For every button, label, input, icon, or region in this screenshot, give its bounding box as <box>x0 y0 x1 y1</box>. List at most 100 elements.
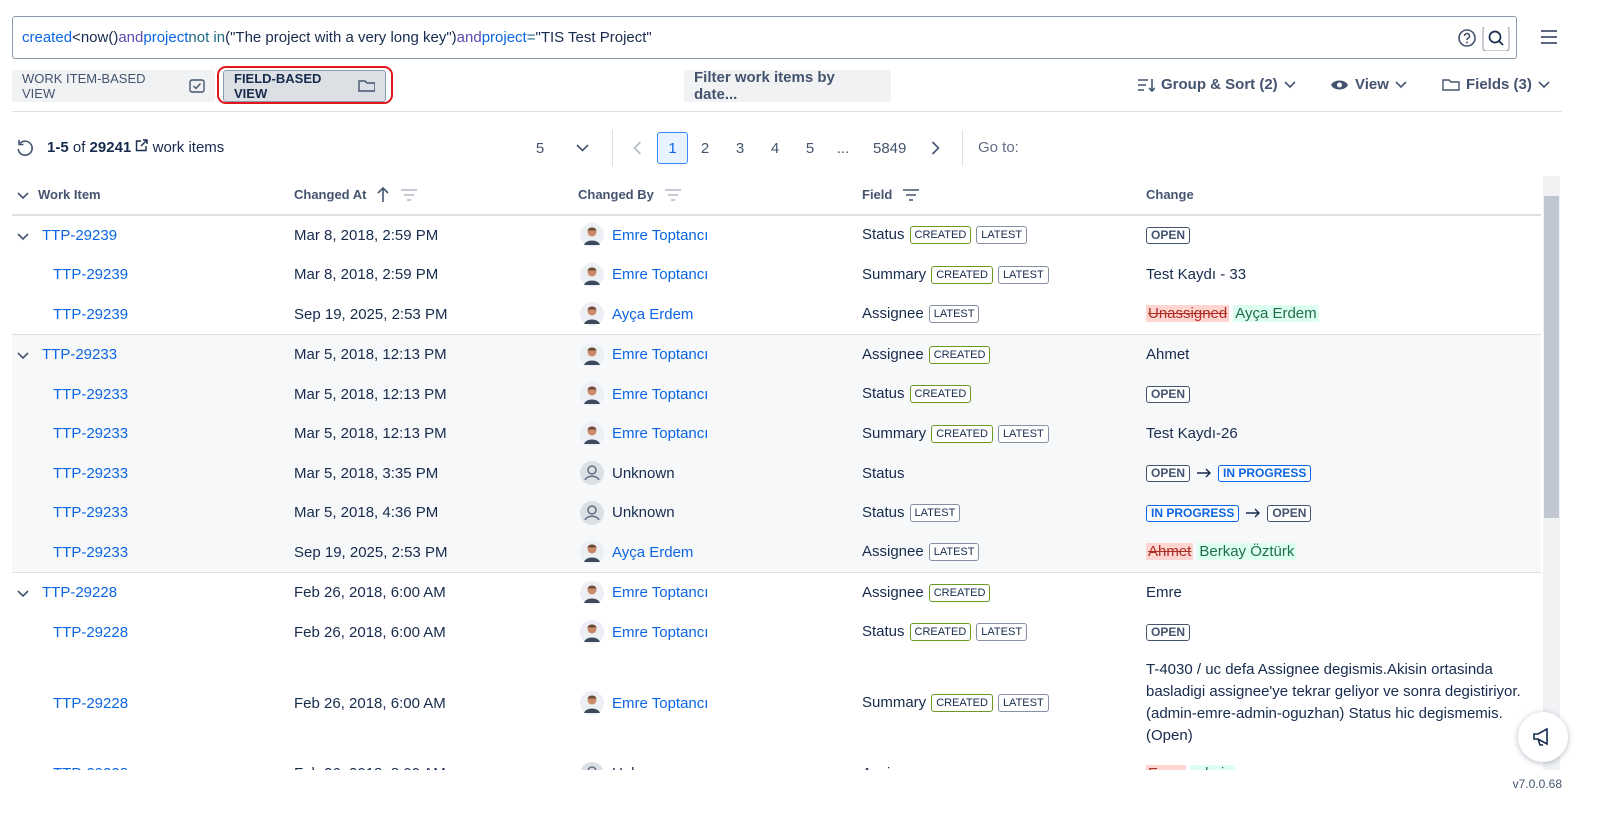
query-bar[interactable]: created < now() and project not in ("The… <box>12 16 1517 59</box>
sort-asc[interactable] <box>376 186 390 204</box>
fields-button[interactable]: Fields (3) <box>1442 76 1550 93</box>
query-token: not in <box>188 29 226 46</box>
cell: Ahmet Berkay Öztürk <box>1146 541 1541 563</box>
added-value: admin <box>1189 764 1235 770</box>
work-item-link[interactable]: TTP-29228 <box>42 584 118 602</box>
work-item-link[interactable]: TTP-29233 <box>53 425 129 443</box>
view-button[interactable]: View <box>1330 76 1407 93</box>
user[interactable]: Emre Toptancı <box>612 623 709 641</box>
work-item-link[interactable]: TTP-29228 <box>53 765 128 770</box>
page-size[interactable]: 5 <box>535 139 545 157</box>
group-sort-button[interactable]: Group & Sort (2) <box>1137 76 1296 93</box>
prev-page[interactable] <box>633 141 642 155</box>
row-group: TTP-29239 Mar 8, 2018, 2:59 PM Emre Toptan… <box>12 216 1541 335</box>
feedback-button[interactable] <box>1518 712 1568 762</box>
avatar <box>580 382 604 407</box>
filter-icon[interactable] <box>400 188 418 202</box>
work-item-link[interactable]: TTP-29228 <box>53 623 129 641</box>
user[interactable]: Emre Toptancı <box>612 584 709 602</box>
page-size-chevron[interactable] <box>576 144 589 153</box>
field-name: Status <box>862 623 905 641</box>
user[interactable]: Ayça Erdem <box>612 305 694 323</box>
filter-icon[interactable] <box>902 188 920 202</box>
cell: Test Kaydı-26 <box>1146 423 1541 445</box>
avatar <box>580 540 604 565</box>
user[interactable]: Emre Toptancı <box>612 226 709 244</box>
page-button[interactable]: ... <box>836 139 850 157</box>
work-item-link[interactable]: TTP-29233 <box>53 385 129 403</box>
page-button[interactable]: 3 <box>735 139 745 157</box>
page-button[interactable]: 5 <box>805 139 815 157</box>
page-button[interactable]: 2 <box>700 139 710 157</box>
change-text: Ahmet <box>1146 345 1190 363</box>
avatar <box>580 620 604 645</box>
user[interactable]: Emre Toptancı <box>612 694 709 712</box>
next-page[interactable] <box>931 141 940 155</box>
scrollbar-thumb[interactable] <box>1544 196 1559 518</box>
user[interactable]: Emre Toptancı <box>612 385 709 403</box>
cell: OPEN IN PROGRESS <box>1146 462 1541 484</box>
field-name: Status <box>862 464 905 482</box>
date-filter-button[interactable]: Filter work items by date... <box>684 69 891 103</box>
work-item-link[interactable]: TTP-29239 <box>53 305 129 323</box>
work-item-link[interactable]: TTP-29233 <box>53 464 129 482</box>
cell: Unassigned Ayça Erdem <box>1146 303 1541 325</box>
cell: TTP-29233 <box>12 544 294 561</box>
badge: CREATED <box>931 694 993 713</box>
changed-at: Feb 26, 2018, 6:00 AM <box>294 584 446 602</box>
menu-icon[interactable] <box>1540 28 1558 46</box>
expand-chevron[interactable] <box>17 233 29 241</box>
table-row: TTP-29233 Mar 5, 2018, 12:13 PM Emre Topta… <box>12 335 1541 375</box>
icon <box>1533 727 1548 746</box>
query-token: and <box>456 29 482 46</box>
work-item-link[interactable]: TTP-29233 <box>53 543 129 561</box>
page-button[interactable]: 5849 <box>873 139 907 157</box>
work-item-link[interactable]: TTP-29228 <box>53 694 129 712</box>
cell: Emre Toptancı <box>578 382 862 407</box>
table-row: TTP-29233 Mar 5, 2018, 3:35 PM Unknown Stat… <box>12 454 1541 494</box>
filter-icon[interactable] <box>664 188 682 202</box>
table-row: TTP-29228 Feb 26, 2018, 6:00 AM Emre Topta… <box>12 652 1541 754</box>
user[interactable]: Emre Toptancı <box>612 425 709 443</box>
cell: TTP-29233 <box>12 386 294 403</box>
status-lozenge: OPEN <box>1267 504 1312 522</box>
cell: TTP-29233 <box>12 425 294 442</box>
external-link-icon[interactable] <box>135 139 149 152</box>
cell: Summary CREATED LATEST <box>862 425 1146 443</box>
cell: Summary CREATED LATEST <box>862 266 1146 284</box>
user[interactable]: Ayça Erdem <box>612 543 694 561</box>
collapse-all[interactable] <box>17 192 29 200</box>
added-value: Berkay Öztürk <box>1197 543 1297 561</box>
cell: Ayça Erdem <box>578 540 862 565</box>
changed-at: Mar 5, 2018, 4:36 PM <box>294 504 439 522</box>
status-lozenge: OPEN <box>1146 227 1191 245</box>
work-item-view-button[interactable]: WORK ITEM-BASED VIEW <box>12 70 215 102</box>
user[interactable]: Emre Toptancı <box>612 266 709 284</box>
work-item-link[interactable]: TTP-29239 <box>53 266 129 284</box>
work-item-link[interactable]: TTP-29233 <box>42 346 118 364</box>
refresh-icon[interactable] <box>16 139 34 157</box>
query-token: project <box>481 29 527 46</box>
highlight-outline <box>217 66 393 104</box>
field-view-button[interactable]: FIELD-BASED VIEW <box>223 70 386 102</box>
page-button[interactable]: 1 <box>657 132 688 164</box>
user[interactable]: Emre Toptancı <box>612 346 709 364</box>
cell: TTP-29228 <box>12 584 294 601</box>
query-token: < <box>72 29 81 46</box>
query-icons[interactable] <box>1456 27 1520 51</box>
changed-at: Feb 26, 2018, 6:00 AM <box>294 623 446 641</box>
changed-at: Sep 19, 2025, 2:53 PM <box>294 305 448 323</box>
expand-chevron[interactable] <box>17 590 29 598</box>
work-item-link[interactable]: TTP-29233 <box>53 504 129 522</box>
query-token: "TIS Test Project" <box>535 29 652 46</box>
field-name: Summary <box>862 693 927 711</box>
cell: OPEN <box>1146 383 1541 405</box>
badge: CREATED <box>909 623 972 642</box>
expand-chevron[interactable] <box>17 352 29 360</box>
query-token: now() <box>80 29 119 46</box>
work-item-link[interactable]: TTP-29239 <box>42 226 118 244</box>
badge: CREATED <box>928 345 991 364</box>
cell: Test Kaydı - 33 <box>1146 264 1541 286</box>
page-button[interactable]: 4 <box>770 139 780 157</box>
